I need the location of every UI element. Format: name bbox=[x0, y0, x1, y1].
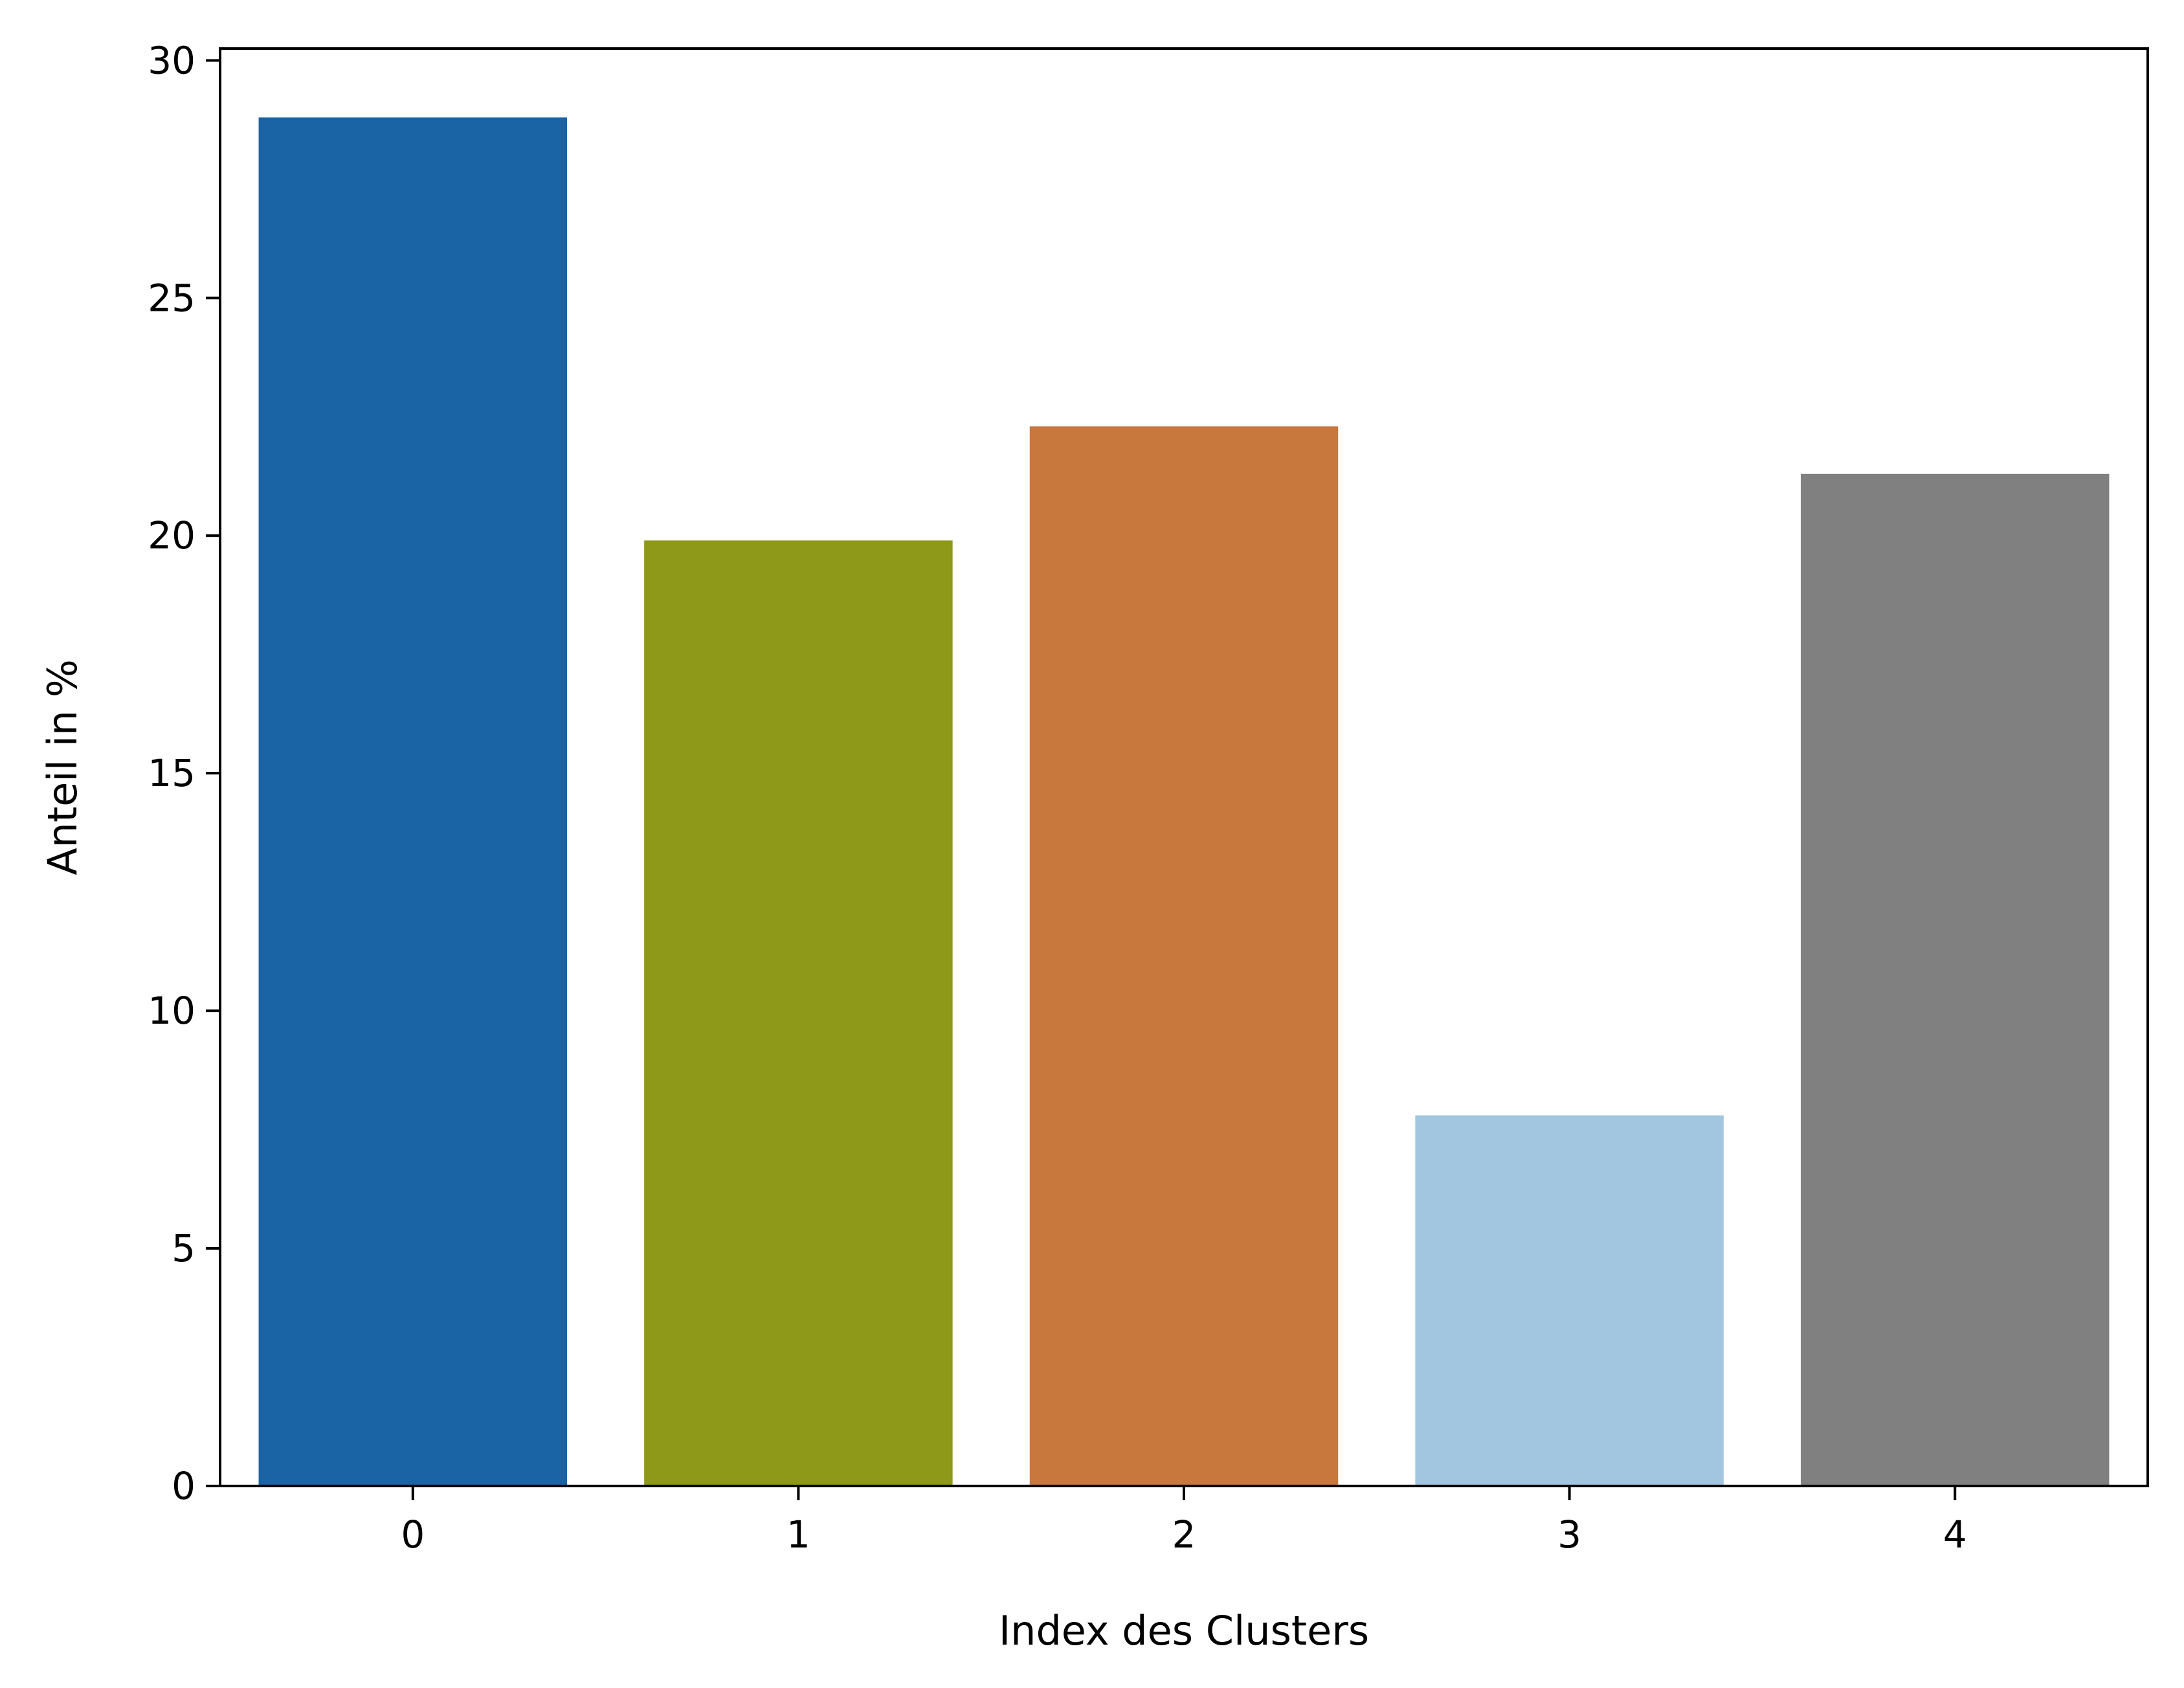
bar-4 bbox=[1800, 473, 2110, 1486]
bar-0 bbox=[258, 117, 568, 1486]
y-tick-label: 30 bbox=[148, 38, 195, 82]
x-axis-label: Index des Clusters bbox=[999, 1607, 1369, 1654]
plot-frame bbox=[219, 47, 2149, 1487]
bar-3 bbox=[1415, 1115, 1724, 1486]
bar-1 bbox=[644, 540, 953, 1486]
y-tick-label: 0 bbox=[172, 1464, 195, 1508]
x-tick-label: 2 bbox=[1172, 1513, 1196, 1557]
y-axis-ticks: 0 5 10 15 20 25 30 bbox=[148, 38, 220, 1508]
x-tick-label: 4 bbox=[1943, 1513, 1967, 1557]
x-tick-label: 3 bbox=[1557, 1513, 1581, 1557]
y-axis-label: Anteil in % bbox=[39, 659, 86, 875]
bar-2 bbox=[1029, 426, 1339, 1486]
y-tick-label: 5 bbox=[172, 1226, 195, 1270]
x-axis-ticks: 0 1 2 3 4 bbox=[401, 1486, 1967, 1557]
x-tick-label: 0 bbox=[401, 1513, 425, 1557]
x-tick-label: 1 bbox=[786, 1513, 810, 1557]
y-tick-label: 25 bbox=[148, 276, 195, 320]
bars-group bbox=[258, 117, 2110, 1486]
y-tick-label: 20 bbox=[148, 513, 195, 557]
y-tick-label: 10 bbox=[148, 989, 195, 1033]
y-tick-label: 15 bbox=[148, 751, 195, 795]
